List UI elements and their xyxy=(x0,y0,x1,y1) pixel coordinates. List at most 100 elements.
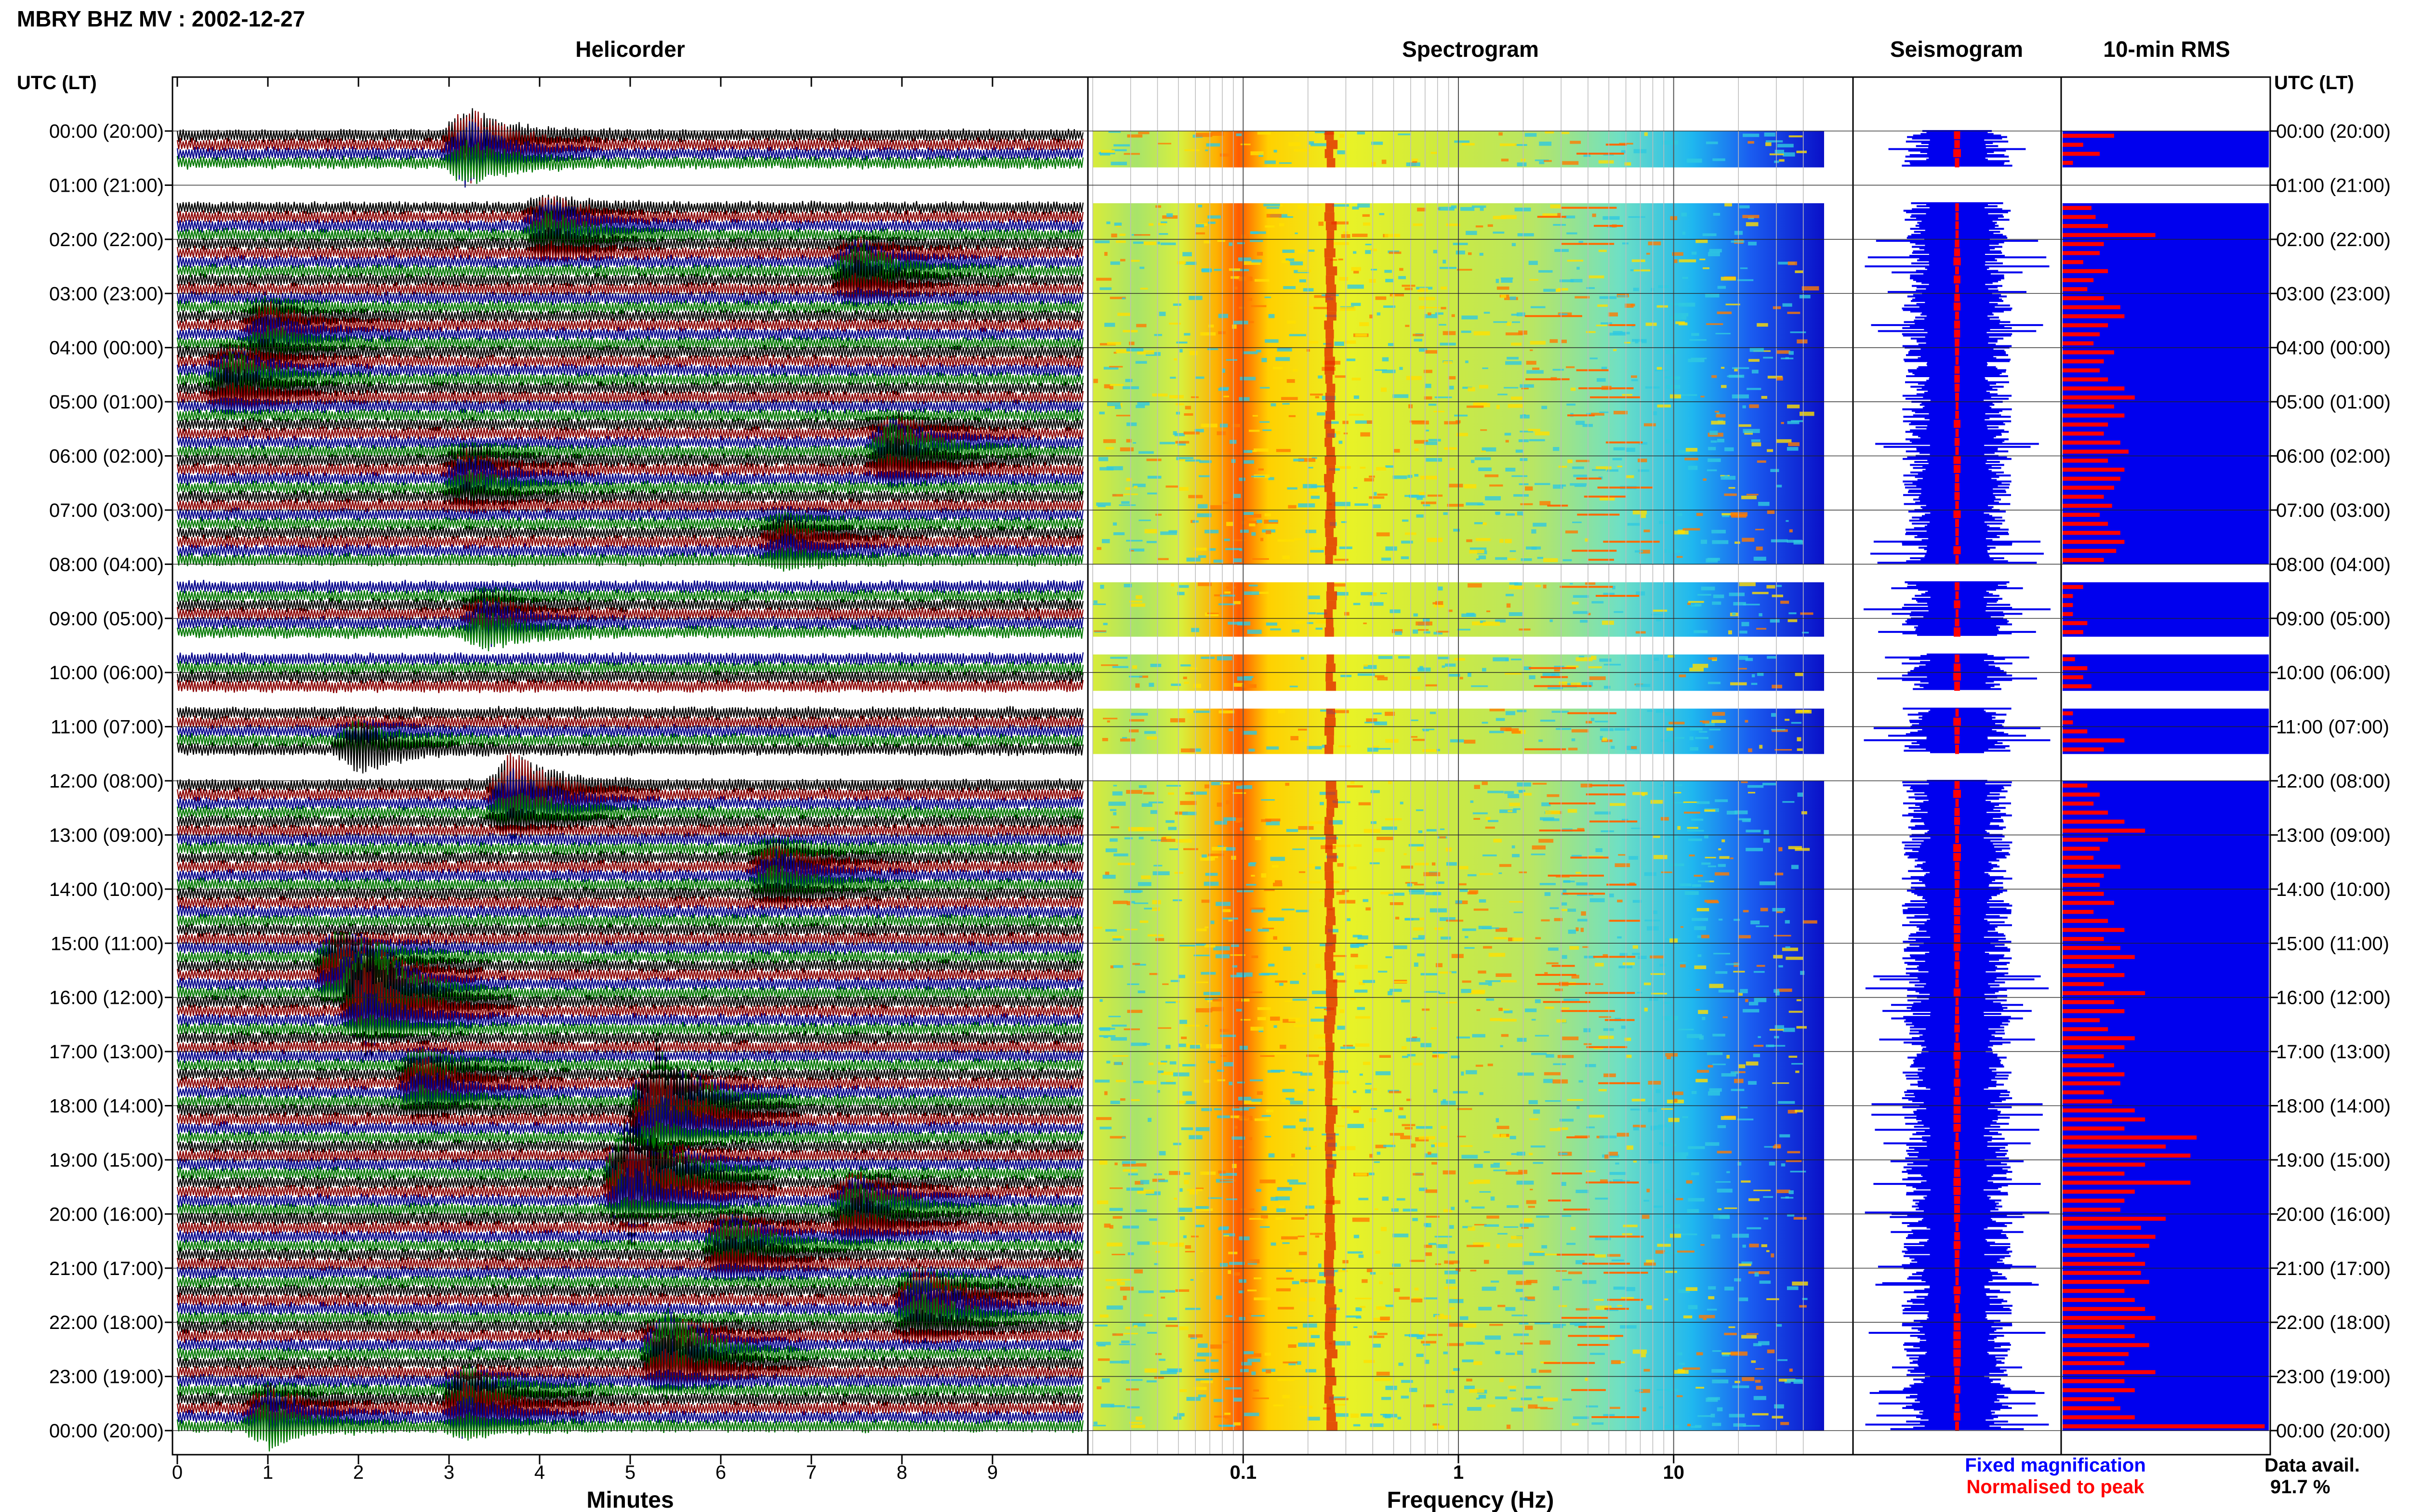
spectrogram-streak xyxy=(1276,1288,1291,1291)
spectrogram-streak xyxy=(1532,783,1547,785)
rms-background xyxy=(2063,970,2269,980)
spectrogram-streak xyxy=(1210,505,1223,510)
seismogram-normalised xyxy=(1953,1358,1961,1368)
spectrogram-peak xyxy=(1325,329,1334,339)
spectrogram-peak xyxy=(1325,221,1337,231)
spectrogram-streak xyxy=(1299,1118,1306,1122)
spectrogram-streak xyxy=(1733,1423,1746,1427)
spectrogram-peak xyxy=(1325,1376,1337,1386)
spectrogram-streak xyxy=(1254,1118,1270,1121)
spectrogram-streak xyxy=(1665,712,1670,716)
spectrogram-streak xyxy=(1765,1044,1774,1047)
spectrogram-streak xyxy=(1112,1216,1122,1219)
spectrogram-streak xyxy=(1542,1253,1558,1256)
spectrogram-streak xyxy=(1374,492,1377,496)
spectrogram-streak xyxy=(1757,460,1766,463)
spectrogram-streak xyxy=(1287,1327,1297,1329)
seismogram-normalised xyxy=(1954,681,1960,691)
spectrogram-line xyxy=(1576,477,1602,480)
spectrogram-streak xyxy=(1392,1233,1409,1237)
spectrogram-streak xyxy=(1374,748,1391,750)
spectrogram-streak xyxy=(1529,1118,1538,1120)
spectrogram-streak xyxy=(1764,132,1775,137)
spectrogram-peak xyxy=(1324,627,1334,637)
spectrogram-streak xyxy=(1125,379,1133,382)
spectrogram-streak xyxy=(1717,1151,1732,1154)
seismogram-normalised xyxy=(1955,654,1959,664)
rms-bar xyxy=(2063,1388,2135,1393)
spectrogram-streak xyxy=(1538,739,1543,742)
spectrogram-streak xyxy=(1759,745,1763,749)
seismogram-normalised xyxy=(1953,789,1961,799)
spectrogram-streak xyxy=(1480,620,1486,623)
spectrogram-streak xyxy=(1501,215,1517,219)
spectrogram-streak xyxy=(1600,736,1603,740)
spectrogram-streak xyxy=(1721,839,1725,842)
spectrogram-streak xyxy=(1400,802,1403,804)
spectrogram-streak xyxy=(1257,1007,1271,1010)
spectrogram-peak xyxy=(1326,1187,1333,1196)
spectrogram-line xyxy=(1589,396,1641,398)
spectrogram-streak xyxy=(1334,559,1349,561)
spectrogram-streak xyxy=(1334,583,1346,587)
spectrogram-streak xyxy=(1536,1215,1549,1218)
spectrogram-streak xyxy=(1788,351,1794,355)
spectrogram-streak xyxy=(1697,935,1701,938)
spectrogram-streak xyxy=(1219,1226,1229,1229)
spectrogram-streak xyxy=(1124,890,1141,893)
rms-bar xyxy=(2063,1144,2166,1149)
spectrogram-streak xyxy=(1709,431,1718,435)
spectrogram-streak xyxy=(1207,612,1219,615)
time-label-right: 16:00 (12:00) xyxy=(2276,987,2391,1009)
spectrogram-streak xyxy=(1371,142,1383,145)
spectrogram-peak xyxy=(1324,366,1335,375)
spectrogram-streak xyxy=(1363,622,1367,624)
spectrogram-streak xyxy=(1307,1417,1320,1420)
spectrogram-streak xyxy=(1339,277,1349,281)
time-label-left: 16:00 (12:00) xyxy=(49,987,164,1009)
spectrogram-streak xyxy=(1483,946,1492,949)
spectrogram-streak xyxy=(1168,1369,1178,1372)
time-label-left: 12:00 (08:00) xyxy=(49,771,164,792)
time-label-left: 08:00 (04:00) xyxy=(49,554,164,575)
spectrogram-streak xyxy=(1338,258,1343,261)
spectrogram-streak xyxy=(1551,673,1556,676)
spectrogram-streak xyxy=(1310,1331,1319,1333)
spectrogram-streak xyxy=(1466,539,1472,542)
spectrogram-peak xyxy=(1326,997,1337,1007)
time-label-right: 15:00 (11:00) xyxy=(2276,933,2389,954)
spectrogram-streak xyxy=(1401,556,1409,559)
spectrogram-peak xyxy=(1326,799,1338,808)
spectrogram-streak xyxy=(1801,286,1819,291)
spectrogram-streak xyxy=(1512,321,1520,323)
helicorder-trace xyxy=(176,836,1084,860)
spectrogram-streak xyxy=(1773,955,1783,959)
spectrogram-streak xyxy=(1453,528,1460,532)
rms-background xyxy=(2063,311,2269,321)
spectrogram-streak xyxy=(1705,721,1715,726)
spectrogram-streak xyxy=(1376,1306,1386,1310)
spectrogram-streak xyxy=(1416,847,1424,851)
spectrogram-streak xyxy=(1339,900,1356,904)
spectrogram-peak xyxy=(1326,1304,1337,1314)
spectrogram-streak xyxy=(1302,973,1306,975)
spectrogram-streak xyxy=(1496,928,1508,932)
spectrogram-peak xyxy=(1326,1349,1337,1359)
rms-bar xyxy=(2063,1081,2120,1086)
spectrogram-streak xyxy=(1738,1064,1746,1068)
spectrogram-streak xyxy=(1183,848,1198,850)
seismogram-normalised xyxy=(1953,302,1961,312)
spectrogram-streak xyxy=(1339,134,1345,138)
spectrogram-streak xyxy=(1180,801,1197,805)
spectrogram-streak xyxy=(1598,1036,1614,1039)
spectrogram-streak xyxy=(1776,350,1790,354)
spectrogram-streak xyxy=(1234,1126,1238,1129)
spectrogram-streak xyxy=(1402,1055,1408,1058)
spectrogram-streak xyxy=(1185,1245,1191,1249)
spectrogram-streak xyxy=(1541,406,1548,409)
spectrogram-streak xyxy=(1218,603,1235,605)
spectrogram-streak xyxy=(1099,152,1111,156)
spectrogram-streak xyxy=(1632,1349,1647,1354)
spectrogram-streak xyxy=(1503,1010,1513,1013)
spectrogram-streak xyxy=(1778,1101,1795,1104)
